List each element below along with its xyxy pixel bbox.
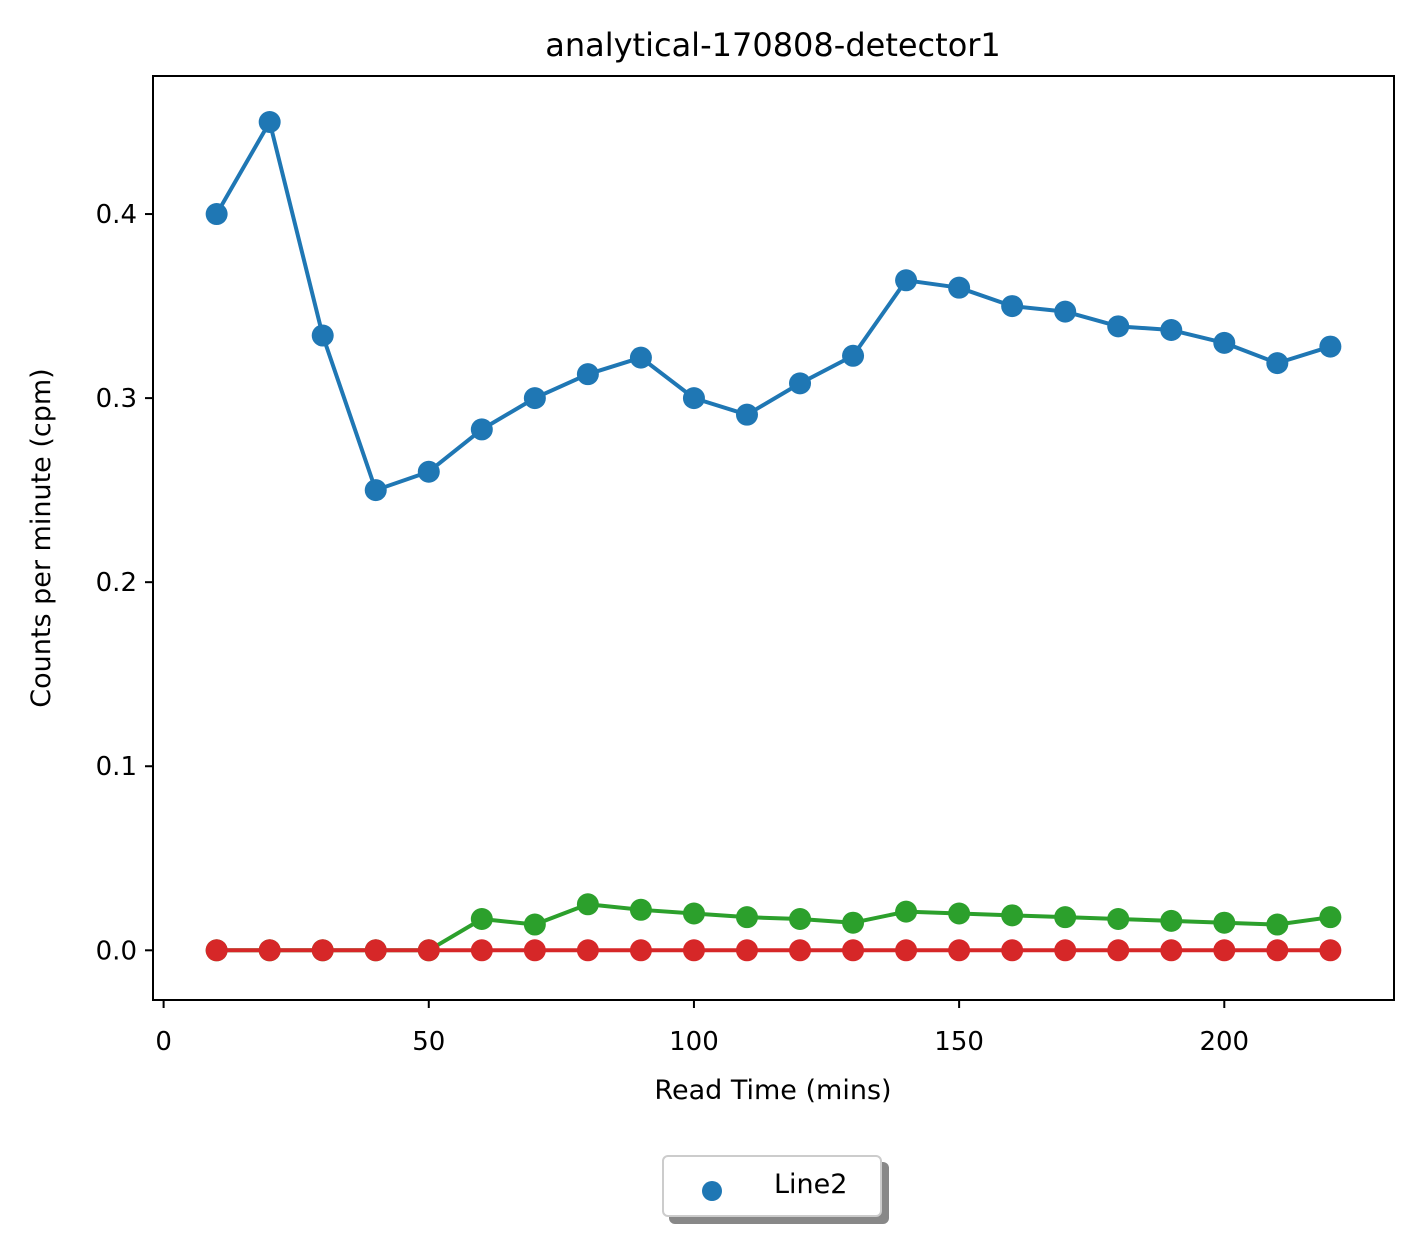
data-point xyxy=(417,460,440,483)
data-point xyxy=(470,908,493,931)
x-tick-label: 0 xyxy=(155,1027,172,1057)
data-point xyxy=(1266,352,1289,375)
data-point xyxy=(1160,909,1183,932)
data-point xyxy=(1054,300,1077,323)
data-point xyxy=(948,902,971,925)
data-point xyxy=(576,893,599,916)
data-point xyxy=(1107,908,1130,931)
data-point xyxy=(1001,295,1024,318)
data-point xyxy=(1319,335,1342,358)
x-axis-title: Read Time (mins) xyxy=(654,1075,891,1106)
data-point xyxy=(948,939,971,962)
series-1 xyxy=(205,111,1342,502)
data-point xyxy=(364,939,387,962)
data-point xyxy=(842,939,865,962)
data-point xyxy=(789,908,812,931)
data-point xyxy=(1160,939,1183,962)
data-point xyxy=(895,269,918,292)
data-point xyxy=(895,939,918,962)
data-point xyxy=(523,939,546,962)
data-point xyxy=(1054,906,1077,929)
x-tick-label: 100 xyxy=(669,1027,719,1057)
data-point xyxy=(789,372,812,395)
data-point xyxy=(470,418,493,441)
x-axis: 0 50 100 150 200 xyxy=(155,1000,1249,1057)
legend-label: Line2 xyxy=(774,1169,848,1200)
y-tick-label: 0.3 xyxy=(96,384,137,414)
data-point xyxy=(1001,904,1024,927)
y-tick-label: 0.1 xyxy=(96,752,137,782)
data-point xyxy=(789,939,812,962)
data-point xyxy=(1213,911,1236,934)
data-point xyxy=(682,387,705,410)
y-axis: 0.0 0.1 0.2 0.3 0.4 xyxy=(96,200,153,966)
data-point xyxy=(364,479,387,502)
data-point xyxy=(842,911,865,934)
data-point xyxy=(523,387,546,410)
x-tick-label: 200 xyxy=(1199,1027,1249,1057)
plot-frame xyxy=(152,75,1395,1001)
data-point xyxy=(629,939,652,962)
data-point xyxy=(576,363,599,386)
y-tick-label: 0.2 xyxy=(96,568,137,598)
x-tick-label: 150 xyxy=(934,1027,984,1057)
series-layer xyxy=(205,111,1342,962)
data-point xyxy=(258,111,281,134)
y-tick-label: 0.4 xyxy=(96,200,137,230)
data-point xyxy=(895,900,918,923)
legend: Line2 xyxy=(662,1155,882,1217)
data-point xyxy=(311,324,334,347)
data-point xyxy=(629,898,652,921)
data-point xyxy=(311,939,334,962)
y-tick-label: 0.0 xyxy=(96,936,137,966)
data-point xyxy=(576,939,599,962)
data-point xyxy=(1319,939,1342,962)
y-axis-title: Counts per minute (cpm) xyxy=(26,368,57,707)
data-point xyxy=(258,939,281,962)
data-point xyxy=(735,939,758,962)
data-point xyxy=(1266,913,1289,936)
data-point xyxy=(205,939,228,962)
data-point xyxy=(1107,939,1130,962)
data-point xyxy=(1107,315,1130,338)
x-tick-label: 50 xyxy=(412,1027,445,1057)
data-point xyxy=(682,902,705,925)
chart-title: analytical-170808-detector1 xyxy=(545,26,1001,64)
data-point xyxy=(842,344,865,367)
data-point xyxy=(682,939,705,962)
data-point xyxy=(629,346,652,369)
data-point xyxy=(948,276,971,299)
data-point xyxy=(735,403,758,426)
data-point xyxy=(470,939,493,962)
data-point xyxy=(523,913,546,936)
data-point xyxy=(1213,331,1236,354)
data-point xyxy=(1266,939,1289,962)
data-point xyxy=(1001,939,1024,962)
data-point xyxy=(1054,939,1077,962)
data-point xyxy=(417,939,440,962)
data-point xyxy=(1160,319,1183,342)
series-line xyxy=(214,120,1331,493)
data-point xyxy=(1319,906,1342,929)
data-point xyxy=(735,906,758,929)
legend-marker xyxy=(702,1181,722,1201)
series-3 xyxy=(205,939,1342,962)
data-point xyxy=(205,203,228,226)
data-point xyxy=(1213,939,1236,962)
